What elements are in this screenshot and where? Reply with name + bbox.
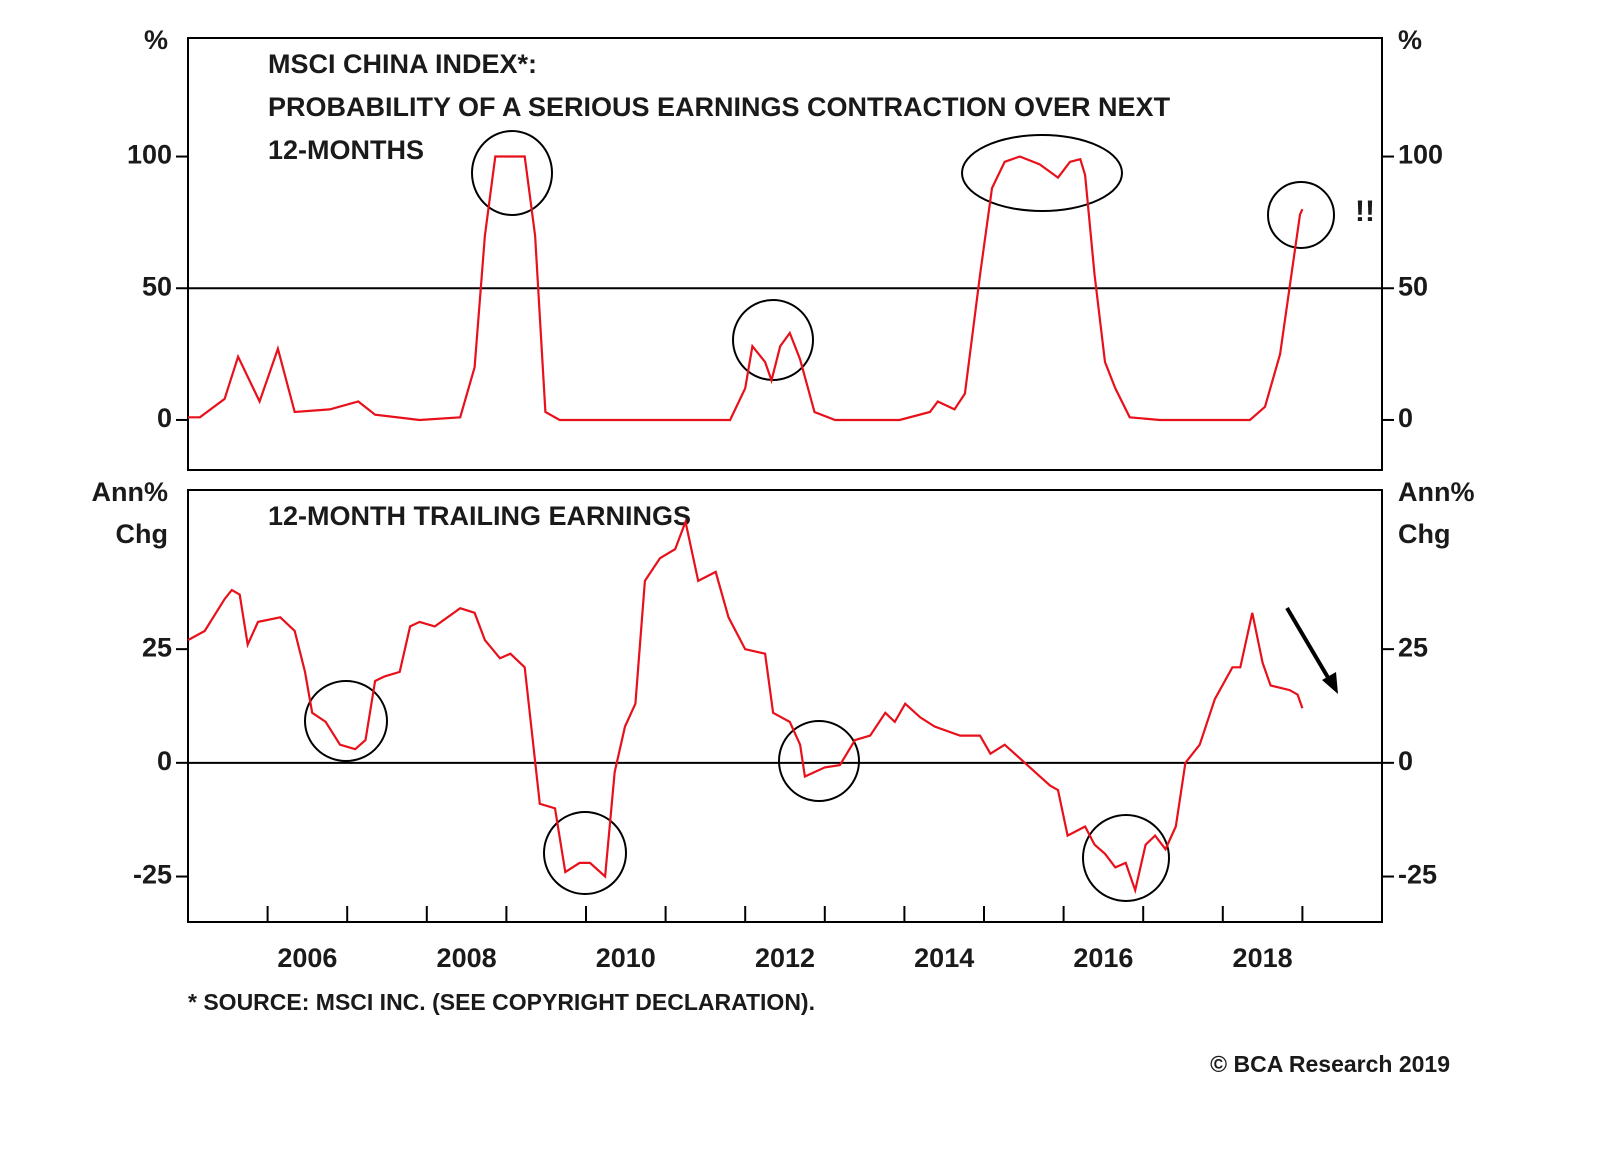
circle xyxy=(961,134,1123,212)
y-tick-label: 50 xyxy=(142,271,172,301)
x-tick-label: 2016 xyxy=(1073,943,1133,973)
y2-tick-label: -25 xyxy=(1398,860,1437,890)
y2-tick-label: 0 xyxy=(1398,403,1413,433)
circle xyxy=(304,680,388,762)
arrow xyxy=(1285,606,1335,688)
data-line xyxy=(187,517,1304,895)
y2-tick-label: 100 xyxy=(1398,140,1443,170)
circle xyxy=(471,130,553,216)
y2-tick-label: 25 xyxy=(1398,632,1428,662)
y-axis-label: Ann% xyxy=(92,477,169,507)
y-tick-label: -25 xyxy=(133,860,172,890)
x-tick-label: 2008 xyxy=(437,943,497,973)
y-tick-label: 0 xyxy=(157,746,172,776)
data-line xyxy=(188,155,1304,422)
arrow-head xyxy=(1322,672,1338,694)
y2-axis-label: Chg xyxy=(1398,519,1450,549)
x-tick-label: 2014 xyxy=(914,943,974,973)
x-tick-label: 2010 xyxy=(596,943,656,973)
bottom-panel-frame xyxy=(187,489,1383,923)
y-axis-label: Chg xyxy=(116,519,168,549)
y-tick-label: 0 xyxy=(157,403,172,433)
circle xyxy=(732,299,814,381)
footnote: * SOURCE: MSCI INC. (SEE COPYRIGHT DECLA… xyxy=(188,989,815,1015)
top-panel-frame xyxy=(187,37,1383,471)
circle xyxy=(1267,181,1335,249)
x-tick-label: 2006 xyxy=(277,943,337,973)
x-tick-label: 2018 xyxy=(1233,943,1293,973)
circle xyxy=(543,811,627,895)
chart-title: 12-MONTHS xyxy=(268,135,424,165)
y-tick-label: 100 xyxy=(127,140,172,170)
y2-tick-label: 50 xyxy=(1398,271,1428,301)
y-tick-label: 25 xyxy=(142,632,172,662)
circle xyxy=(778,720,860,802)
chart-title: 12-MONTH TRAILING EARNINGS xyxy=(268,501,691,531)
x-tick-label: 2012 xyxy=(755,943,815,973)
y2-axis-label: % xyxy=(1398,25,1422,55)
y2-axis-label: Ann% xyxy=(1398,477,1475,507)
chart-title: PROBABILITY OF A SERIOUS EARNINGS CONTRA… xyxy=(268,92,1171,122)
annotation: !! xyxy=(1355,195,1375,228)
y2-tick-label: 0 xyxy=(1398,746,1413,776)
annotation-circles xyxy=(304,130,1338,902)
y-axis-label: % xyxy=(144,25,168,55)
chart-title: MSCI CHINA INDEX*: xyxy=(268,49,537,79)
circle xyxy=(1082,814,1170,902)
credit: © BCA Research 2019 xyxy=(1210,1051,1450,1077)
